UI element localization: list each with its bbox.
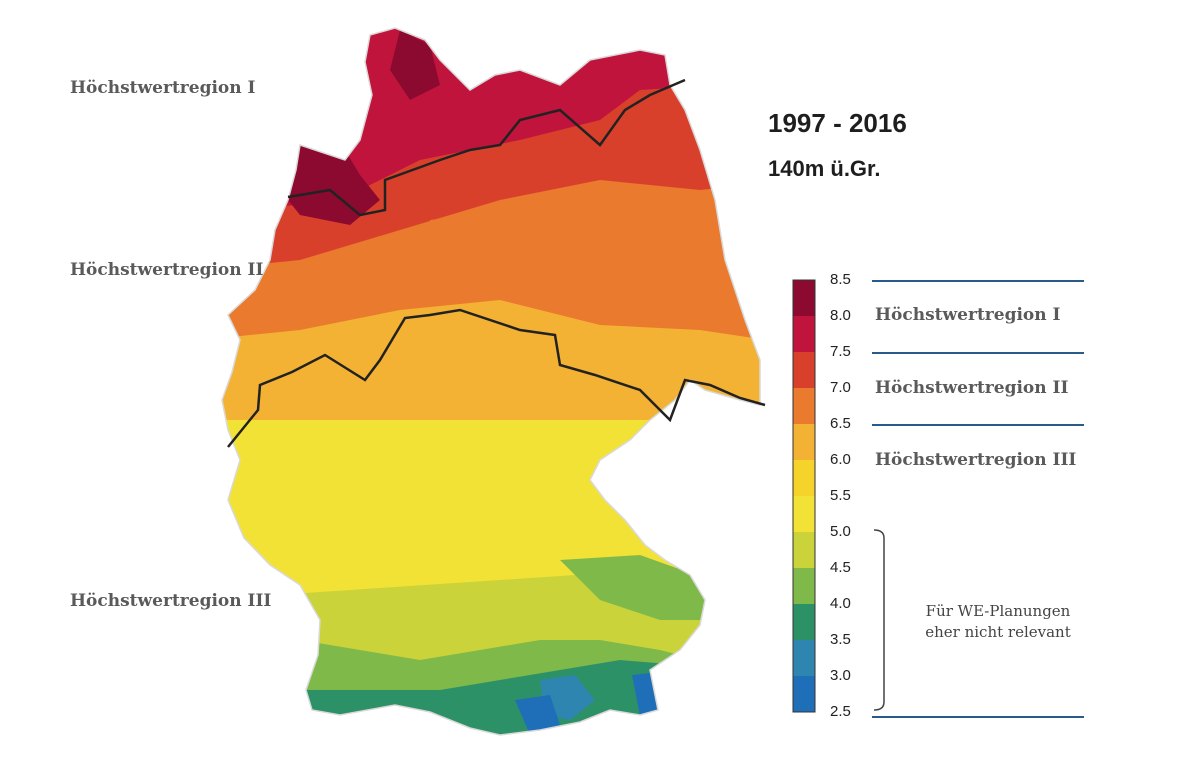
boundary-line-region-2 xyxy=(227,308,766,448)
bracket-icon xyxy=(873,529,885,711)
note-line-1: Für WE-Planungen xyxy=(925,602,1071,620)
map-label-region-2: Höchstwertregion II xyxy=(70,260,264,280)
legend-tick-label: 3.0 xyxy=(830,667,851,684)
legend-swatch xyxy=(793,532,815,568)
legend-swatch xyxy=(793,676,815,712)
legend-tick-label: 2.5 xyxy=(830,703,851,720)
legend-swatch xyxy=(793,496,815,532)
legend-tick-label: 7.0 xyxy=(830,379,851,396)
legend-tick-label: 8.5 xyxy=(830,271,851,288)
legend-separator xyxy=(872,280,1084,282)
period-title: 1997 - 2016 xyxy=(768,108,907,138)
legend-swatch xyxy=(793,568,815,604)
legend-separator xyxy=(872,424,1084,426)
legend-tick-label: 4.5 xyxy=(830,559,851,576)
legend-swatch xyxy=(793,352,815,388)
map-label-region-3: Höchstwertregion III xyxy=(70,591,272,611)
legend-swatch xyxy=(793,424,815,460)
legend-tick-label: 4.0 xyxy=(830,595,851,612)
legend-region-3: Höchstwertregion III xyxy=(875,450,1077,470)
legend-separator xyxy=(872,716,1084,718)
note-line-2: eher nicht relevant xyxy=(925,623,1071,641)
legend-swatch xyxy=(793,388,815,424)
legend-swatch xyxy=(793,460,815,496)
map-label-region-1: Höchstwertregion I xyxy=(70,78,256,98)
legend-swatch xyxy=(793,640,815,676)
legend-color-bar xyxy=(792,279,816,713)
legend-tick-label: 5.5 xyxy=(830,487,851,504)
legend-swatch xyxy=(793,604,815,640)
legend-bar-border xyxy=(792,279,816,713)
legend-region-1: Höchstwertregion I xyxy=(875,305,1061,325)
legend-tick-label: 6.5 xyxy=(830,415,851,432)
legend-tick-label: 6.0 xyxy=(830,451,851,468)
legend-tick-label: 8.0 xyxy=(830,307,851,324)
legend-tick-label: 7.5 xyxy=(830,343,851,360)
legend-tick-label: 3.5 xyxy=(830,631,851,648)
country-outline xyxy=(221,27,761,736)
height-subtitle: 140m ü.Gr. xyxy=(768,156,881,181)
legend-swatch xyxy=(793,280,815,316)
legend-tick-label: 5.0 xyxy=(830,523,851,540)
legend-region-2: Höchstwertregion II xyxy=(875,378,1069,398)
legend-swatch xyxy=(793,316,815,352)
legend-separator xyxy=(872,352,1084,354)
boundary-line-region-1 xyxy=(287,78,686,217)
not-relevant-note: Für WE-Planungen eher nicht relevant xyxy=(908,601,1088,643)
